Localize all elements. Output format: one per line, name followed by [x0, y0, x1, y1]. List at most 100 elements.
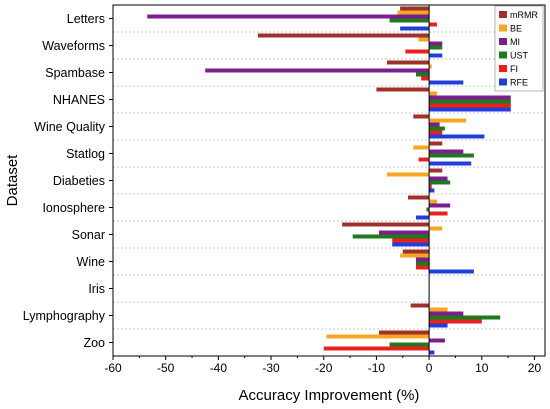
bar-fi-letters [429, 22, 437, 27]
bar-mrmr-nhanes [376, 87, 430, 92]
legend-label-mrmr: mRMR [510, 10, 538, 20]
y-category-label: NHANES [53, 93, 105, 107]
legend-box [494, 5, 544, 92]
bar-mrmr-statlog [429, 141, 443, 146]
bar-ust-letters [389, 18, 430, 23]
bar-rfe-lymphography [429, 323, 448, 328]
y-axis-categories: Letters Waveforms Spambase NHANES Wine Quali… [23, 12, 113, 350]
y-category-label: Statlog [66, 147, 105, 161]
legend: mRMR BE MI UST FI RFE [494, 5, 544, 92]
bar-ust-lymphography [429, 315, 501, 320]
legend-label-rfe: RFE [510, 78, 528, 88]
bar-rfe-nhanes [429, 107, 511, 112]
x-tick-label: -40 [210, 361, 228, 375]
bar-mrmr-sonar [342, 222, 430, 227]
legend-swatch-fi [499, 65, 507, 72]
x-tick-label: 10 [475, 361, 489, 375]
bar-be-statlog [413, 145, 430, 150]
bar-mi-diabeties [429, 176, 448, 181]
bars [147, 6, 511, 355]
bar-mi-spambase [205, 68, 430, 73]
bar-be-spambase [429, 64, 432, 69]
legend-label-fi: FI [510, 64, 518, 74]
y-category-label: Lymphography [23, 309, 106, 323]
bar-be-zoo [326, 334, 430, 339]
bar-ust-diabeties [429, 180, 451, 185]
legend-swatch-rfe [499, 78, 507, 86]
bar-fi-wine [415, 265, 430, 270]
bar-mi-zoo [429, 338, 445, 343]
bar-be-letters [397, 10, 430, 15]
bar-mi-waveforms [429, 41, 443, 46]
legend-label-mi: MI [510, 37, 520, 47]
x-tick-label: -60 [104, 361, 122, 375]
bar-be-waveforms [418, 37, 430, 42]
bar-mrmr-wine-quality [413, 114, 430, 119]
y-category-label: Wine Quality [34, 120, 106, 134]
bar-rfe-wine [429, 269, 474, 274]
x-tick-label: -20 [315, 361, 333, 375]
legend-label-be: BE [510, 24, 522, 34]
bar-rfe-ionosphere [415, 215, 430, 220]
bar-be-sonar [429, 226, 443, 231]
bar-rfe-sonar [392, 242, 430, 247]
bar-be-wine [400, 253, 430, 258]
y-axis-title: Dataset [4, 154, 21, 207]
bar-fi-lymphography [429, 319, 482, 324]
legend-swatch-ust [499, 51, 507, 59]
bar-fi-sonar [392, 238, 430, 243]
x-axis-ticks: -60 -50 -40 -30 -20 -10 0 10 20 [104, 356, 541, 375]
bar-fi-diabeties [429, 184, 432, 189]
bar-rfe-zoo [429, 350, 435, 355]
bar-mrmr-ionosphere [408, 195, 430, 200]
y-category-label: Spambase [45, 66, 105, 80]
y-category-label: Waveforms [42, 39, 105, 53]
bar-ust-wine [415, 261, 430, 266]
bar-fi-spambase [421, 76, 430, 81]
bar-rfe-spambase [429, 80, 464, 85]
bar-ust-spambase [415, 72, 430, 77]
y-category-label: Sonar [72, 228, 105, 242]
legend-label-ust: UST [510, 51, 529, 61]
legend-swatch-be [499, 24, 507, 32]
bar-rfe-statlog [429, 161, 472, 166]
bar-be-lymphography [429, 307, 448, 312]
x-tick-label: 0 [426, 361, 433, 375]
legend-swatch-mrmr [499, 11, 507, 18]
y-category-label: Wine [77, 255, 106, 269]
bar-fi-statlog [418, 157, 430, 162]
bar-rfe-diabeties [429, 188, 435, 193]
bar-mi-statlog [429, 149, 464, 154]
y-category-label: Iris [88, 282, 105, 296]
bar-mi-wine-quality [429, 122, 440, 127]
bar-ust-wine-quality [429, 126, 445, 131]
grid-lines [113, 31, 545, 330]
bar-mrmr-letters [400, 6, 430, 11]
bar-rfe-wine-quality [429, 134, 485, 139]
bar-fi-wine-quality [429, 130, 443, 135]
bar-rfe-letters [400, 26, 430, 31]
bar-mrmr-lymphography [410, 303, 430, 308]
bar-mrmr-diabeties [429, 168, 443, 173]
bar-mrmr-spambase [386, 60, 430, 65]
y-category-label: Ionosphere [42, 201, 105, 215]
y-category-label: Diabeties [53, 174, 105, 188]
bar-fi-waveforms [405, 49, 430, 54]
bar-mrmr-waveforms [257, 33, 430, 38]
bar-fi-ionosphere [429, 211, 448, 216]
x-axis-title: Accuracy Improvement (%) [239, 387, 420, 404]
x-tick-label: -10 [368, 361, 386, 375]
bar-be-ionosphere [429, 199, 437, 204]
bar-mrmr-zoo [379, 330, 430, 335]
bar-be-diabeties [386, 172, 430, 177]
x-tick-label: 20 [528, 361, 542, 375]
bar-ust-zoo [389, 342, 430, 347]
bar-mrmr-wine [402, 249, 430, 254]
bar-mi-lymphography [429, 311, 464, 316]
x-tick-label: -30 [262, 361, 280, 375]
bar-rfe-waveforms [429, 53, 443, 58]
bar-fi-zoo [323, 346, 430, 351]
bar-mi-wine [415, 257, 430, 262]
y-category-label: Zoo [83, 336, 105, 350]
